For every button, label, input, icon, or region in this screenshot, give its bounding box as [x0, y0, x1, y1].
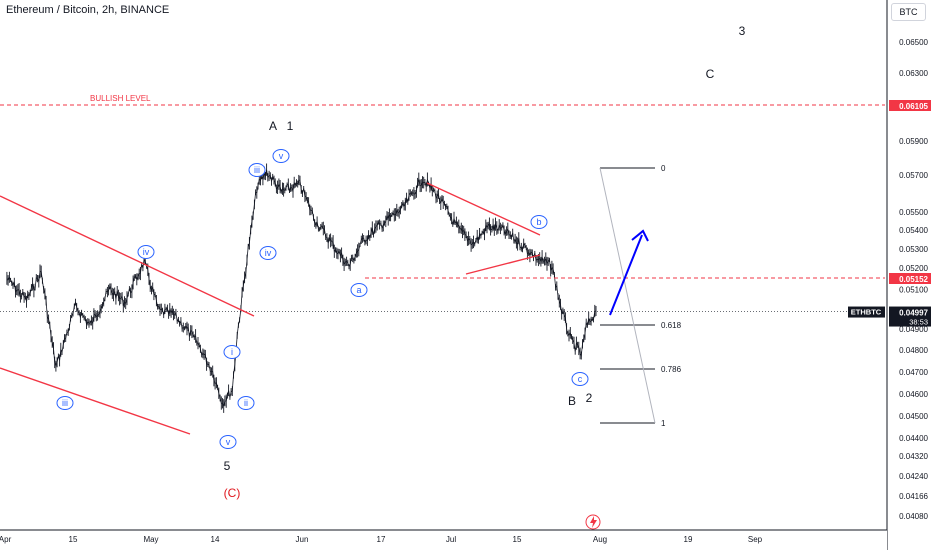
lightning-icon — [590, 516, 597, 528]
annotation-layer: BULLISH LEVEL00.6180.7861iiiivviiiiiiivv… — [0, 24, 885, 530]
wave-label-B: B — [568, 394, 576, 408]
last-price-tag — [889, 306, 931, 327]
wave-label-C-paren: (C) — [224, 486, 241, 500]
wave-label-text: ii — [244, 398, 248, 408]
fib-level-label: 1 — [661, 419, 666, 428]
wave-label-text: iv — [265, 248, 272, 258]
time-axis-bg[interactable] — [0, 530, 887, 550]
wave-label-5: 5 — [224, 459, 231, 473]
wave-label-circle — [223, 345, 241, 359]
x-tick-label: Sep — [748, 535, 763, 544]
y-tick-label: 0.05400 — [899, 226, 928, 235]
wave-label-circle — [56, 396, 74, 410]
bullish-level-label: BULLISH LEVEL — [90, 94, 151, 103]
y-tick-label: 0.05100 — [899, 285, 928, 294]
support-price-tag — [889, 273, 931, 284]
y-tick-label: 0.04080 — [899, 512, 928, 521]
projection-arrow[interactable] — [609, 234, 643, 316]
wave-label-text: a — [356, 285, 361, 295]
x-tick-label: 19 — [684, 535, 693, 544]
x-tick-label: 15 — [513, 535, 522, 544]
price-series — [6, 163, 597, 413]
wave-label-circle — [272, 149, 290, 163]
wave-label-A: A — [269, 119, 277, 133]
x-tick-label: Jul — [446, 535, 456, 544]
y-tick-label: 0.04800 — [899, 346, 928, 355]
fib-level-label: 0.618 — [661, 321, 682, 330]
wave-label-circle — [530, 215, 548, 229]
x-tick-label: May — [143, 535, 158, 544]
wave-label-text: b — [536, 217, 541, 227]
wave-label-text: iv — [143, 247, 150, 257]
fib-level-label: 0 — [661, 164, 666, 173]
wave-label-1: 1 — [287, 119, 294, 133]
wave-label-text: v — [279, 151, 284, 161]
triangle-upper-trendline[interactable] — [426, 182, 541, 236]
y-tick-label: 0.04320 — [899, 452, 928, 461]
y-tick-label: 0.04400 — [899, 434, 928, 443]
y-tick-label: 0.06300 — [899, 69, 928, 78]
wave-label-text: iii — [254, 165, 260, 175]
wave-label-circle — [137, 245, 155, 259]
wave-label-circle — [571, 372, 589, 386]
x-tick-label: 14 — [211, 535, 220, 544]
x-tick-label: Jun — [296, 535, 309, 544]
triangle-lower-trendline[interactable] — [465, 254, 541, 275]
y-tick-label: 0.04600 — [899, 390, 928, 399]
y-tick-label: 0.05700 — [899, 171, 928, 180]
wave-label-circle — [350, 283, 368, 297]
fib-level-label: 0.786 — [661, 365, 682, 374]
countdown-text: 38:53 — [909, 318, 928, 327]
currency-button[interactable]: BTC — [891, 3, 926, 21]
last-price-text: 0.04997 — [899, 309, 928, 318]
symbol-tag-text: ETHBTC — [851, 308, 882, 317]
y-tick-label: 0.05300 — [899, 245, 928, 254]
channel-lower-trendline[interactable] — [0, 367, 191, 435]
x-tick-label: Aug — [593, 535, 607, 544]
y-tick-label: 0.04700 — [899, 368, 928, 377]
wave-label-text: c — [578, 374, 583, 384]
bullish-price-text: 0.06105 — [899, 102, 928, 111]
chart-title: Ethereum / Bitcoin, 2h, BINANCE — [6, 4, 170, 16]
x-tick-label: Apr — [0, 535, 12, 544]
wave-label-text: i — [231, 347, 233, 357]
x-tick-label: 17 — [377, 535, 386, 544]
channel-upper-trendline[interactable] — [0, 195, 255, 317]
wave-label-2: 2 — [586, 391, 593, 405]
bullish-price-tag — [889, 100, 931, 111]
projection-arrow-head — [631, 229, 649, 242]
wave-label-circle — [248, 163, 266, 177]
y-tick-label: 0.04240 — [899, 472, 928, 481]
support-price-text: 0.05152 — [899, 275, 928, 284]
wave-label-C: C — [706, 67, 715, 81]
wave-label-text: v — [226, 437, 231, 447]
y-tick-label: 0.04500 — [899, 412, 928, 421]
symbol-tag — [848, 306, 885, 318]
wave-label-3: 3 — [739, 24, 746, 38]
price-line — [6, 169, 597, 408]
fib-diagonal — [599, 167, 656, 424]
x-tick-label: 15 — [69, 535, 78, 544]
y-tick-label: 0.04166 — [899, 492, 928, 501]
wave-label-circle — [237, 396, 255, 410]
wave-label-text: iii — [62, 398, 68, 408]
y-tick-label: 0.05500 — [899, 208, 928, 217]
y-tick-label: 0.06500 — [899, 38, 928, 47]
wave-label-circle — [259, 246, 277, 260]
wave-label-circle — [219, 435, 237, 449]
y-tick-label: 0.04900 — [899, 325, 928, 334]
y-tick-label: 0.05200 — [899, 264, 928, 273]
y-tick-label: 0.05900 — [899, 137, 928, 146]
